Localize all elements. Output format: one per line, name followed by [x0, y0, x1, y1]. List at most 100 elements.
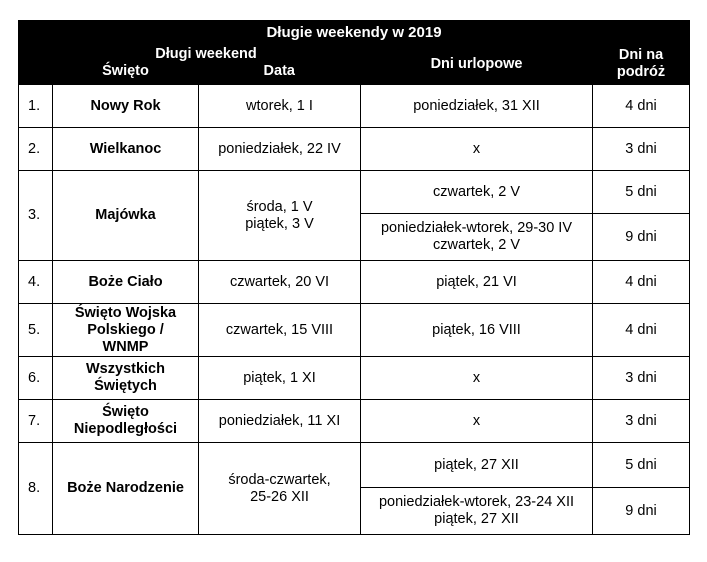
- table-title: Długie weekendy w 2019: [17, 20, 691, 44]
- vacation-days-line: czwartek, 2 V: [432, 237, 521, 253]
- holiday-date-line: środa, 1 V: [246, 198, 313, 215]
- vacation-days-line: poniedziałek-wtorek, 23-24 XII: [378, 494, 575, 510]
- travel-days-cell: 5 dni: [591, 442, 691, 488]
- holiday-date-line: środa-czwartek,: [228, 471, 331, 488]
- row-number: 3.: [18, 170, 53, 261]
- row-number: 7.: [18, 399, 53, 443]
- table-title-row: Długie weekendy w 2019: [17, 20, 691, 44]
- long-weekends-table-container: Długie weekendy w 2019 Święto Data Dni u…: [17, 20, 691, 535]
- travel-days-cell: 9 dni: [591, 487, 691, 535]
- holiday-name-cell: Boże Narodzenie: [52, 442, 199, 535]
- table-body: 1. Nowy Rok wtorek, 1 I poniedziałek, 31 XI…: [18, 84, 691, 535]
- table-row: 7. Święto Niepodległości poniedziałek, 11 X…: [18, 399, 691, 443]
- vacation-days-cell: poniedziałek-wtorek, 23-24 XII piątek, 27…: [360, 487, 593, 535]
- holiday-date-line: czwartek, 20 VI: [229, 273, 330, 290]
- holiday-date-line: wtorek, 1 I: [246, 97, 313, 114]
- vacation-days-line: piątek, 21 VI: [436, 273, 517, 290]
- header-number: [18, 43, 53, 85]
- holiday-date-cell: środa-czwartek, 25-26 XII: [198, 442, 361, 535]
- holiday-name-line: Boże Narodzenie: [67, 480, 184, 496]
- header-holiday: Święto: [52, 43, 199, 85]
- holiday-date-line: poniedziałek, 22 IV: [218, 140, 341, 157]
- holiday-name-line: WNMP: [102, 338, 149, 355]
- holiday-name-line: Świętych: [94, 378, 157, 394]
- vacation-days-cell: x: [360, 399, 593, 443]
- holiday-date-cell: poniedziałek, 11 XI: [198, 399, 361, 443]
- holiday-date-cell: piątek, 1 XI: [198, 356, 361, 400]
- header-vacation-days: Dni urlopowe: [360, 43, 593, 85]
- header-travel-days: Dni na podróż: [591, 43, 691, 85]
- table-row: poniedziałek-wtorek, 23-24 XII piątek, 27…: [19, 487, 691, 535]
- table-row: poniedziałek-wtorek, 29-30 IV czwartek, 2…: [19, 213, 691, 261]
- holiday-name-line: Wszystkich: [86, 361, 165, 377]
- travel-days-cell: 9 dni: [591, 213, 691, 261]
- row-number: 5.: [18, 303, 53, 357]
- vacation-days-line: poniedziałek, 31 XII: [413, 97, 540, 114]
- header-holiday-label: Święto: [102, 63, 149, 79]
- vacation-days-cell: piątek, 21 VI: [360, 260, 593, 304]
- holiday-date-cell: wtorek, 1 I: [198, 84, 361, 128]
- row-number: 4.: [18, 260, 53, 304]
- travel-days-cell: 3 dni: [591, 399, 691, 443]
- header-travel-days-line1: Dni na: [618, 47, 664, 63]
- holiday-name-cell: Święto Wojska Polskiego / WNMP: [52, 303, 199, 357]
- holiday-name-line: Niepodległości: [73, 421, 178, 437]
- table-row: 2. Wielkanoc poniedziałek, 22 IV x 3 dni: [18, 127, 691, 171]
- header-travel-days-line2: podróż: [616, 64, 666, 80]
- travel-days-cell: 3 dni: [591, 127, 691, 171]
- holiday-date-line: czwartek, 15 VIII: [225, 321, 334, 338]
- travel-days-cell: 5 dni: [591, 170, 691, 214]
- vacation-days-cell: poniedziałek-wtorek, 29-30 IV czwartek, 2…: [360, 213, 593, 261]
- row-number: 1.: [18, 84, 53, 128]
- holiday-name-cell: Majówka: [52, 170, 199, 261]
- row-number: 8.: [18, 442, 53, 535]
- vacation-days-cell: czwartek, 2 V: [360, 170, 593, 214]
- holiday-date-cell: czwartek, 20 VI: [198, 260, 361, 304]
- table-row: 4. Boże Ciało czwartek, 20 VI piątek, 21 VI…: [18, 260, 691, 304]
- row-number: 6.: [18, 356, 53, 400]
- holiday-name-line: Nowy Rok: [90, 97, 161, 114]
- holiday-name-cell: Wielkanoc: [52, 127, 199, 171]
- vacation-days-line: poniedziałek-wtorek, 29-30 IV: [380, 220, 573, 236]
- header-date-label: Data: [263, 63, 295, 79]
- holiday-name-cell: Boże Ciało: [52, 260, 199, 304]
- vacation-days-line: piątek, 16 VIII: [432, 321, 521, 338]
- vacation-days-line: piątek, 27 XII: [434, 511, 519, 527]
- holiday-date-line: piątek, 1 XI: [243, 369, 316, 386]
- holiday-date-line: 25-26 XII: [250, 488, 309, 505]
- holiday-name-line: Boże Ciało: [88, 273, 163, 290]
- holiday-date-cell: czwartek, 15 VIII: [198, 303, 361, 357]
- vacation-days-line: piątek, 27 XII: [434, 456, 519, 473]
- holiday-date-cell: poniedziałek, 22 IV: [198, 127, 361, 171]
- holiday-date-line: piątek, 3 V: [245, 215, 314, 232]
- table-row: 1. Nowy Rok wtorek, 1 I poniedziałek, 31 XI…: [18, 84, 691, 128]
- holiday-name-line: Majówka: [95, 207, 156, 223]
- holiday-name-line: Święto Wojska: [74, 304, 177, 321]
- vacation-days-cell: x: [360, 356, 593, 400]
- vacation-days-cell: piątek, 27 XII: [360, 442, 593, 488]
- vacation-days-line: x: [472, 369, 481, 386]
- vacation-days-cell: x: [360, 127, 593, 171]
- vacation-days-line: x: [472, 412, 481, 429]
- holiday-name-line: Wielkanoc: [89, 140, 162, 157]
- table-header-row: Święto Data Dni urlopowe Dni na podróż: [18, 43, 691, 85]
- holiday-date-line: poniedziałek, 11 XI: [218, 412, 341, 429]
- table-row: 5. Święto Wojska Polskiego / WNMP czwartek, …: [18, 303, 691, 357]
- vacation-days-line: x: [472, 140, 481, 157]
- table-row: 6. Wszystkich Świętych piątek, 1 XI x 3 dni: [18, 356, 691, 400]
- vacation-days-cell: poniedziałek, 31 XII: [360, 84, 593, 128]
- travel-days-cell: 4 dni: [591, 303, 691, 357]
- travel-days-cell: 4 dni: [591, 84, 691, 128]
- table-row: 8. Boże Narodzenie środa-czwartek, 25-26 XI…: [18, 442, 691, 535]
- travel-days-cell: 4 dni: [591, 260, 691, 304]
- holiday-name-cell: Święto Niepodległości: [52, 399, 199, 443]
- header-group-label: Długi weekend: [155, 46, 257, 62]
- travel-days-cell: 3 dni: [591, 356, 691, 400]
- holiday-name-cell: Nowy Rok: [52, 84, 199, 128]
- holiday-name-line: Polskiego /: [87, 321, 164, 338]
- header-date: Data: [198, 43, 361, 85]
- row-number: 2.: [18, 127, 53, 171]
- vacation-days-line: czwartek, 2 V: [432, 183, 521, 200]
